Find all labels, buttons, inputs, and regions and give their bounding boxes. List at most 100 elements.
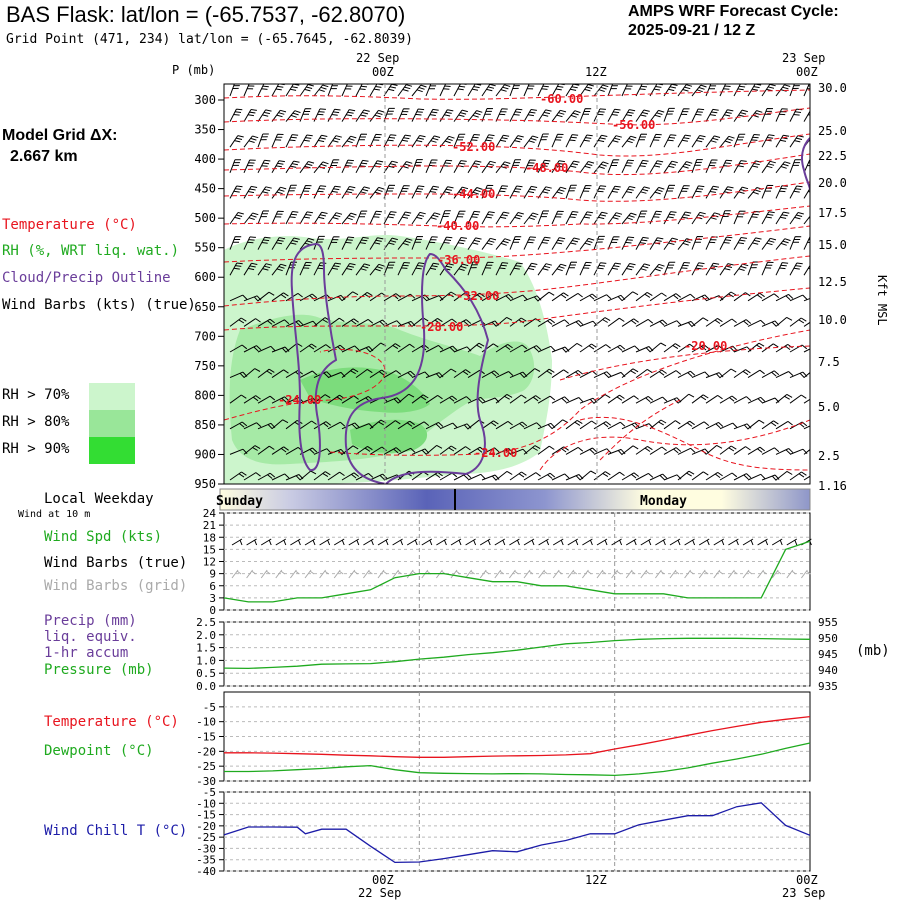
wind-barb bbox=[775, 108, 788, 122]
wind-barb bbox=[509, 294, 528, 302]
wind-barb bbox=[481, 420, 499, 430]
wind-barb bbox=[425, 421, 444, 430]
wind-barb bbox=[243, 472, 261, 481]
wind-barb bbox=[397, 185, 410, 199]
wind-barb bbox=[383, 107, 395, 122]
wind-barb bbox=[537, 210, 550, 225]
wind-barb bbox=[523, 159, 536, 174]
true-wind-barb bbox=[625, 538, 637, 546]
wind-barb bbox=[635, 159, 649, 174]
true-wind-barb bbox=[523, 538, 535, 546]
wind-barb bbox=[565, 397, 584, 404]
bottom-tick-1: 00Z bbox=[372, 873, 394, 887]
wind-barb bbox=[579, 211, 593, 225]
wind-barb bbox=[649, 473, 668, 481]
contour-32 bbox=[224, 255, 810, 307]
wind-barb bbox=[733, 473, 752, 481]
wind-barb bbox=[719, 395, 738, 404]
wind-barb bbox=[257, 186, 272, 199]
wind-barb bbox=[607, 317, 625, 327]
tick-label: 3 bbox=[209, 592, 216, 605]
true-wind-barb bbox=[698, 538, 710, 546]
wind-barb bbox=[271, 186, 287, 199]
wind-barb bbox=[789, 84, 800, 97]
weekday-right: Monday bbox=[640, 494, 687, 509]
wind-barb bbox=[607, 448, 626, 456]
wind-barb bbox=[663, 107, 675, 122]
grid-wind-barb bbox=[742, 569, 753, 579]
pressure-tick-label: 450 bbox=[194, 182, 216, 196]
wind-barb bbox=[593, 394, 611, 404]
wind-barb bbox=[439, 263, 454, 276]
tick-label: -20 bbox=[196, 820, 216, 833]
temperature-contour-label: -44.00 bbox=[452, 187, 495, 201]
legend-wind-barbs: Wind Barbs (kts) (true) bbox=[2, 297, 196, 313]
wind-barb bbox=[593, 235, 605, 250]
wind-barb bbox=[523, 345, 542, 353]
wind-barb bbox=[719, 186, 734, 199]
wind-barb bbox=[593, 294, 612, 302]
label-wind-spd: Wind Spd (kts) bbox=[44, 529, 163, 545]
wind-barb bbox=[523, 295, 542, 302]
grid-wind-barb bbox=[582, 569, 592, 579]
weekday-subtitle: Wind at 10 m bbox=[18, 509, 91, 520]
temperature-contour-label: -32.00 bbox=[456, 289, 499, 303]
wind-barb bbox=[495, 393, 513, 404]
wind-barb bbox=[355, 368, 373, 379]
grid-wind-barb bbox=[786, 569, 797, 579]
wind-barb bbox=[803, 297, 810, 302]
wind-barb bbox=[565, 211, 579, 225]
wind-barb bbox=[733, 292, 751, 302]
wind-barb bbox=[719, 236, 733, 250]
right-axis-label: Kft MSL bbox=[875, 275, 889, 326]
wind-barb bbox=[565, 446, 584, 455]
wind-barb bbox=[341, 368, 359, 378]
wind-barb bbox=[579, 447, 598, 455]
tick-label: 24 bbox=[203, 507, 217, 520]
grid-wind-barb bbox=[304, 569, 315, 579]
wind-barb bbox=[733, 423, 752, 430]
wind-barb bbox=[761, 474, 780, 481]
wind-barb bbox=[775, 371, 794, 379]
wind-barb bbox=[775, 211, 790, 225]
legend-rh70-label: RH > 70% bbox=[2, 387, 70, 403]
wind-barb bbox=[719, 109, 734, 122]
grid-wind-barb bbox=[698, 569, 709, 579]
height-tick-label: 12.5 bbox=[818, 275, 847, 289]
wind-barb bbox=[509, 262, 523, 276]
wind-barb bbox=[523, 212, 539, 225]
wind-barb bbox=[747, 84, 762, 97]
wind-barb bbox=[607, 236, 620, 250]
pressure-tick-label: 950 bbox=[194, 477, 216, 491]
wind-barb bbox=[411, 211, 426, 225]
wind-barb bbox=[243, 109, 257, 122]
wind-barb bbox=[761, 108, 774, 122]
cloud-outline-right bbox=[344, 252, 490, 484]
contour-60 bbox=[224, 89, 810, 100]
wind-barb bbox=[271, 133, 284, 148]
grid-wind-barb bbox=[625, 569, 636, 579]
wind-barb bbox=[257, 210, 270, 225]
tick-label: -25 bbox=[196, 760, 216, 773]
wind-barb bbox=[677, 370, 696, 379]
wind-barb bbox=[635, 84, 649, 97]
wind-barb bbox=[257, 109, 272, 122]
grid-wind-barb bbox=[596, 569, 607, 579]
grid-wind-barb bbox=[290, 569, 300, 579]
wind-barb bbox=[635, 186, 650, 199]
wind-barb bbox=[551, 109, 567, 122]
wind-barb bbox=[299, 185, 312, 199]
wind-barb bbox=[607, 212, 623, 225]
forecast-cycle-label: AMPS WRF Forecast Cycle: bbox=[628, 3, 839, 20]
wind-barb bbox=[369, 133, 382, 148]
wind-barb bbox=[705, 394, 723, 404]
wind-barb bbox=[425, 372, 444, 379]
wind-barb bbox=[481, 134, 495, 148]
wind-barb bbox=[481, 370, 500, 379]
wind-barb bbox=[677, 134, 691, 148]
pressure-tick-label: 600 bbox=[194, 270, 216, 284]
wind-barb bbox=[509, 471, 527, 481]
wind-barb bbox=[761, 237, 777, 250]
wind-barb bbox=[355, 186, 370, 199]
